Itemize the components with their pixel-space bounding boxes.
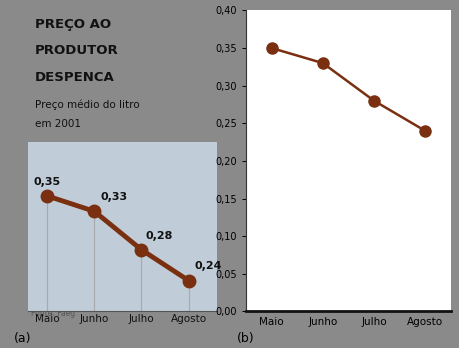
- Text: DESPENCA: DESPENCA: [35, 71, 114, 84]
- Text: PRODUTOR: PRODUTOR: [35, 45, 118, 57]
- Text: PREÇO AO: PREÇO AO: [35, 18, 111, 31]
- Text: Fonte: Faeg: Fonte: Faeg: [30, 309, 74, 318]
- Text: em 2001: em 2001: [35, 119, 81, 129]
- Text: (b): (b): [236, 332, 254, 345]
- Text: (a): (a): [14, 332, 31, 345]
- Text: Preço médio do litro: Preço médio do litro: [35, 100, 139, 110]
